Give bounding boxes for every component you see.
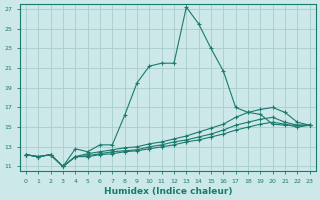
X-axis label: Humidex (Indice chaleur): Humidex (Indice chaleur) bbox=[104, 187, 232, 196]
